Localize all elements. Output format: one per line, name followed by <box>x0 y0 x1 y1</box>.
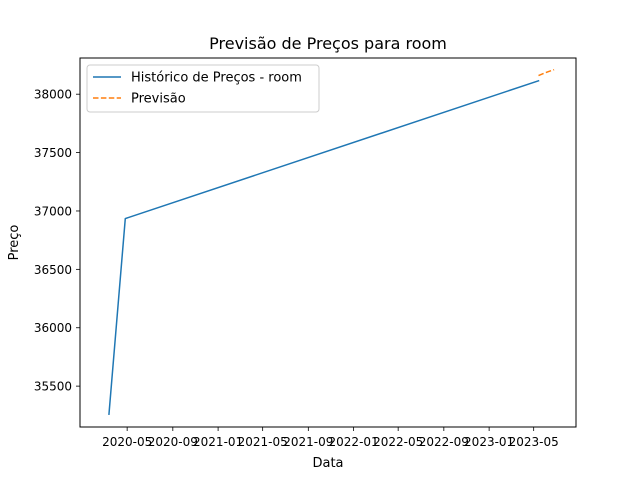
x-tick-label: 2020-05 <box>102 435 152 449</box>
y-tick-label: 36000 <box>34 321 72 335</box>
y-tick-label: 37000 <box>34 204 72 218</box>
series-line-0 <box>108 79 540 415</box>
series-layer <box>108 68 555 415</box>
x-tick-label: 2023-01 <box>464 435 514 449</box>
x-axis-ticks: 2020-052020-092021-012021-052021-092022-… <box>102 427 559 449</box>
x-axis-label: Data <box>312 456 343 471</box>
chart-title: Previsão de Preços para room <box>209 34 447 53</box>
legend-label-0: Histórico de Preços - room <box>131 71 302 86</box>
y-tick-label: 37500 <box>34 146 72 160</box>
x-tick-label: 2023-05 <box>509 435 559 449</box>
x-tick-label: 2022-05 <box>373 435 423 449</box>
y-tick-label: 38000 <box>34 88 72 102</box>
legend: Histórico de Preços - room Previsão <box>86 64 320 113</box>
x-tick-label: 2021-05 <box>238 435 288 449</box>
x-tick-label: 2022-09 <box>419 435 469 449</box>
legend-label-1: Previsão <box>131 92 186 107</box>
y-axis-ticks: 35500 36000 36500 37000 37500 38000 <box>34 88 80 394</box>
series-line-1 <box>538 68 555 77</box>
legend-frame <box>86 64 320 113</box>
plot-frame <box>79 57 577 428</box>
y-axis-label: Preço <box>7 225 22 261</box>
x-tick-label: 2022-01 <box>329 435 379 449</box>
y-tick-label: 36500 <box>34 263 72 277</box>
x-tick-label: 2021-01 <box>193 435 243 449</box>
y-tick-label: 35500 <box>34 380 72 394</box>
x-tick-label: 2020-09 <box>148 435 198 449</box>
x-tick-label: 2021-09 <box>283 435 333 449</box>
